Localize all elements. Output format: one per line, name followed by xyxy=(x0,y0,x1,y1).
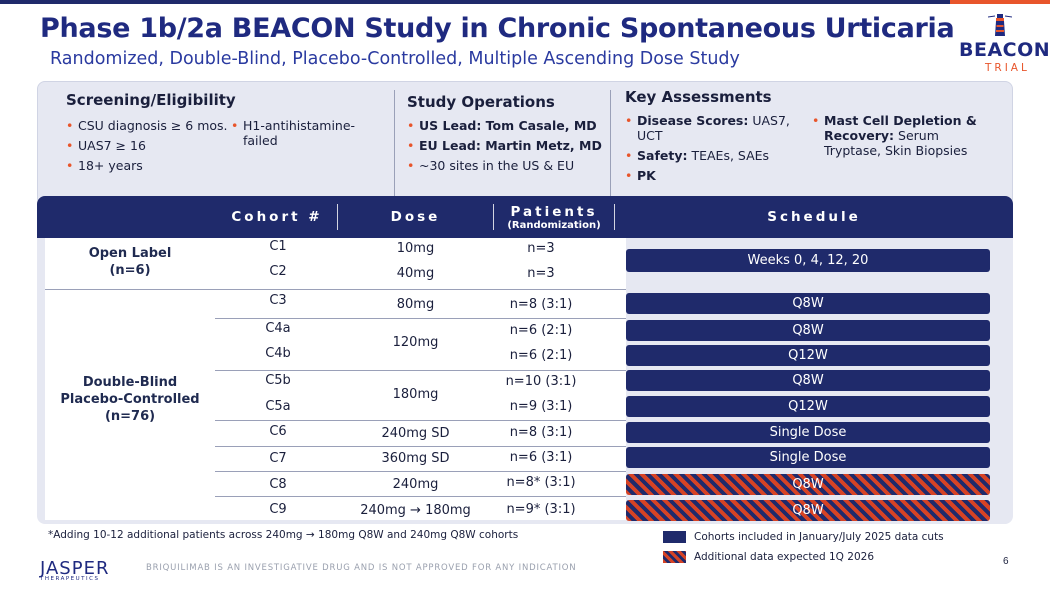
cohort-cell: C5b xyxy=(265,373,291,388)
cohort-cell: C7 xyxy=(269,451,287,466)
cohort-cell: C6 xyxy=(269,424,287,439)
header-dose: Dose xyxy=(390,209,441,225)
row-divider xyxy=(215,370,626,371)
dose-cell: 120mg xyxy=(392,335,439,350)
jasper-logo: JASPER THERAPEUTICS xyxy=(40,558,109,582)
schedule-pill: Q8W xyxy=(626,370,990,391)
assessments-section: Key Assessments Disease Scores: UAS7, UC… xyxy=(625,88,1005,183)
dose-cell: 240mg xyxy=(392,477,439,492)
info-divider xyxy=(394,90,395,198)
header-schedule: Schedule xyxy=(767,209,861,225)
legend-included-label: Cohorts included in January/July 2025 da… xyxy=(694,531,944,543)
screening-item: H1-antihistamine-failed xyxy=(231,118,376,148)
assessment-item: Disease Scores: UAS7, UCT xyxy=(625,113,805,143)
logo-wordmark: BEACON xyxy=(959,39,1050,61)
cohort-cell: C3 xyxy=(269,293,287,308)
legend-swatch-solid xyxy=(663,531,686,543)
lighthouse-icon xyxy=(988,14,1012,36)
disclaimer: BRIQUILIMAB IS AN INVESTIGATIVE DRUG AND… xyxy=(146,563,577,573)
assessment-item: Safety: TEAEs, SAEs xyxy=(625,148,805,163)
cohort-cell: C9 xyxy=(269,502,287,517)
operations-heading: Study Operations xyxy=(407,93,555,111)
header-separator xyxy=(493,204,494,230)
screening-item: UAS7 ≥ 16 xyxy=(66,138,246,153)
patients-cell: n=6 (2:1) xyxy=(509,323,573,338)
header-separator xyxy=(614,204,615,230)
cohort-cell: C1 xyxy=(269,239,287,254)
patients-cell: n=3 xyxy=(527,241,555,256)
table-grid xyxy=(45,238,626,520)
header-separator xyxy=(337,204,338,230)
row-divider xyxy=(215,318,626,319)
schedule-pill: Q12W xyxy=(626,396,990,417)
assessments-heading: Key Assessments xyxy=(625,88,772,106)
screening-item: 18+ years xyxy=(66,158,246,173)
dose-cell: 10mg xyxy=(396,241,435,256)
assessment-item: PK xyxy=(625,168,805,183)
top-bar-accent xyxy=(950,0,1050,4)
schedule-pill-expected: Q8W xyxy=(626,500,990,521)
operations-section: Study Operations US Lead: Tom Casale, MD… xyxy=(407,93,617,173)
table-header: Cohort # Dose Patients (Randomization) S… xyxy=(37,196,1013,238)
cohort-cell: C2 xyxy=(269,264,287,279)
dose-cell: 80mg xyxy=(396,297,435,312)
dose-cell: 240mg → 180mg xyxy=(360,503,471,518)
dose-cell: 180mg xyxy=(392,387,439,402)
jasper-wordmark: JASPER xyxy=(40,558,110,579)
dose-cell: 360mg SD xyxy=(381,451,450,466)
row-divider xyxy=(215,471,626,472)
jasper-subword: THERAPEUTICS xyxy=(40,576,100,582)
group-double-blind: Double-Blind Placebo-Controlled (n=76) xyxy=(60,375,200,424)
legend-included: Cohorts included in January/July 2025 da… xyxy=(663,531,944,543)
footnote: *Adding 10-12 additional patients across… xyxy=(48,529,519,541)
cohort-cell: C4a xyxy=(265,321,291,336)
header-patients: Patients (Randomization) xyxy=(507,203,601,231)
slide-title: Phase 1b/2a BEACON Study in Chronic Spon… xyxy=(40,13,955,44)
info-divider xyxy=(610,90,611,198)
screening-item: CSU diagnosis ≥ 6 mos. xyxy=(66,118,246,133)
legend-swatch-hatched xyxy=(663,551,686,563)
dose-cell: 40mg xyxy=(396,266,435,281)
beacon-trial-logo: BEACON TRIAL xyxy=(955,12,1050,74)
schedule-pill: Q8W xyxy=(626,293,990,314)
patients-cell: n=3 xyxy=(527,266,555,281)
patients-cell: n=9* (3:1) xyxy=(506,502,576,517)
operations-item: US Lead: Tom Casale, MD xyxy=(407,118,617,133)
logo-subword: TRIAL xyxy=(985,62,1030,74)
row-divider xyxy=(215,446,626,447)
patients-cell: n=6 (3:1) xyxy=(509,450,573,465)
patients-cell: n=8* (3:1) xyxy=(506,475,576,490)
row-divider xyxy=(45,289,626,290)
page-number: 6 xyxy=(1003,556,1009,567)
schedule-pill: Weeks 0, 4, 12, 20 xyxy=(626,249,990,272)
operations-item: EU Lead: Martin Metz, MD xyxy=(407,138,617,153)
group-open-label: Open Label (n=6) xyxy=(88,246,172,278)
cohort-cell: C4b xyxy=(265,346,291,361)
assessment-item: Mast Cell Depletion & Recovery: Serum Tr… xyxy=(812,113,997,158)
patients-cell: n=8 (3:1) xyxy=(509,297,573,312)
row-divider xyxy=(215,420,626,421)
study-info-panel: Screening/Eligibility CSU diagnosis ≥ 6 … xyxy=(37,81,1013,206)
patients-cell: n=6 (2:1) xyxy=(509,348,573,363)
schedule-pill: Q8W xyxy=(626,320,990,341)
schedule-pill-expected: Q8W xyxy=(626,474,990,495)
patients-cell: n=10 (3:1) xyxy=(505,374,577,389)
legend-expected: Additional data expected 1Q 2026 xyxy=(663,551,874,563)
row-divider xyxy=(215,496,626,497)
operations-item: ~30 sites in the US & EU xyxy=(407,158,617,173)
slide-subtitle: Randomized, Double-Blind, Placebo-Contro… xyxy=(50,49,740,69)
cohort-cell: C5a xyxy=(265,399,291,414)
screening-section: Screening/Eligibility CSU diagnosis ≥ 6 … xyxy=(66,91,396,173)
schedule-pill: Single Dose xyxy=(626,447,990,468)
patients-cell: n=9 (3:1) xyxy=(509,399,573,414)
dose-cell: 240mg SD xyxy=(381,426,450,441)
header-cohort: Cohort # xyxy=(231,209,323,225)
top-bar xyxy=(0,0,1050,4)
legend-expected-label: Additional data expected 1Q 2026 xyxy=(694,551,875,563)
patients-cell: n=8 (3:1) xyxy=(509,425,573,440)
screening-heading: Screening/Eligibility xyxy=(66,91,236,109)
schedule-pill: Q12W xyxy=(626,345,990,366)
schedule-pill: Single Dose xyxy=(626,422,990,443)
cohort-cell: C8 xyxy=(269,477,287,492)
